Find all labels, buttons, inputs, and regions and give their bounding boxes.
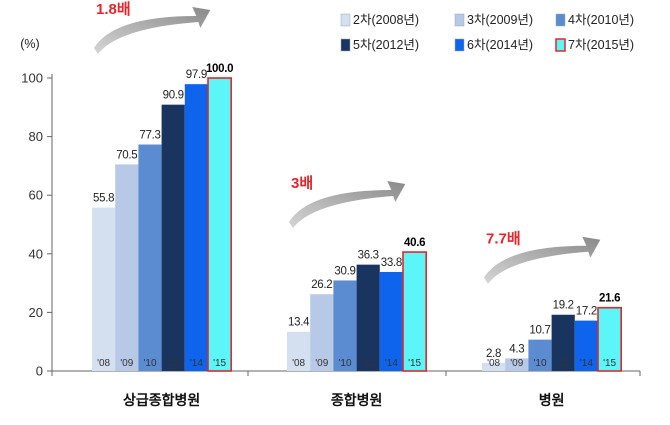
- legend-swatch-1: [454, 13, 465, 27]
- bar-0-4: [184, 84, 208, 371]
- value-label-2-2: 10.7: [529, 325, 550, 337]
- bar-0-0: [92, 207, 116, 371]
- y-tick-label-40: 40: [29, 246, 43, 261]
- value-label-2-5: 21.6: [599, 293, 620, 305]
- year-labels: '08 '09 '10 '12 '14 '15 '08 '09 '10 '12 '14 '15 '08 '…: [97, 358, 616, 369]
- y-axis-ticks: 0 20 40 60 80 100: [21, 71, 52, 379]
- y-tick-label-100: 100: [21, 71, 43, 86]
- growth-arrow-2: [484, 236, 601, 284]
- category-labels: 상급종합병원 종합병원 병원: [123, 392, 565, 408]
- value-label-2-3: 19.2: [553, 300, 574, 312]
- value-label-1-5: 40.6: [404, 237, 425, 249]
- growth-arrows: [94, 7, 601, 284]
- legend-swatch-5: [555, 38, 566, 52]
- year-label-0-5: '15: [213, 358, 226, 369]
- bar-1-5: [402, 251, 428, 372]
- bar-0-5: [207, 77, 233, 372]
- category-label-2: 병원: [539, 392, 565, 408]
- legend-swatch-0: [340, 13, 351, 27]
- category-label-1: 종합병원: [331, 392, 383, 408]
- value-label-1-2: 30.9: [334, 265, 355, 277]
- category-label-0: 상급종합병원: [123, 392, 200, 408]
- year-label-2-0: '08: [487, 358, 500, 369]
- value-label-0-2: 77.3: [139, 130, 160, 142]
- value-label-1-0: 13.4: [288, 317, 310, 329]
- value-label-1-4: 33.8: [381, 257, 402, 269]
- legend-swatch-4: [454, 38, 465, 52]
- multiplier-labels: 1.8배 3배 7.7배: [96, 1, 521, 248]
- value-label-0-4: 97.9: [186, 69, 207, 81]
- year-label-1-5: '15: [408, 358, 421, 369]
- value-label-0-5: 100.0: [206, 63, 233, 75]
- bar-1-3: [356, 264, 380, 371]
- bar-1-0: [287, 331, 311, 371]
- y-tick-label-20: 20: [29, 305, 43, 320]
- bar-2-5: [597, 306, 623, 372]
- year-label-0-2: '10: [143, 358, 156, 369]
- bar-2-3: [551, 314, 575, 371]
- legend-swatch-2: [555, 13, 566, 27]
- legend: 2차(2008년) 3차(2009년) 4차(2010년) 5차(2012년) 6차(2…: [340, 13, 634, 52]
- y-tick-label-80: 80: [29, 129, 43, 144]
- multiplier-label-1: 3배: [291, 175, 313, 192]
- year-label-1-0: '08: [292, 358, 305, 369]
- value-label-0-1: 70.5: [116, 149, 137, 161]
- y-axis-label: (%): [20, 37, 39, 51]
- year-label-1-2: '10: [338, 358, 351, 369]
- legend-label-5: 7차(2015년): [568, 38, 634, 52]
- legend-swatch-3: [340, 38, 351, 52]
- multiplier-label-2: 7.7배: [486, 231, 521, 248]
- bars: [92, 77, 623, 372]
- value-label-2-1: 4.3: [509, 343, 524, 355]
- year-label-1-3: '12: [362, 358, 375, 369]
- value-label-0-3: 90.9: [163, 90, 184, 102]
- legend-label-0: 2차(2008년): [353, 13, 419, 27]
- bar-2-4: [574, 320, 598, 371]
- legend-label-2: 4차(2010년): [568, 13, 634, 27]
- bar-2-1: [505, 358, 529, 371]
- year-label-0-4: '14: [190, 358, 203, 369]
- value-label-2-0: 2.8: [486, 348, 501, 360]
- year-label-2-5: '15: [603, 358, 616, 369]
- year-label-0-0: '08: [97, 358, 110, 369]
- year-label-2-4: '14: [580, 358, 593, 369]
- year-label-1-1: '09: [315, 358, 328, 369]
- year-label-0-1: '09: [120, 358, 133, 369]
- value-label-2-4: 17.2: [576, 306, 597, 318]
- legend-label-1: 3차(2009년): [467, 13, 533, 27]
- bar-2-0: [482, 362, 506, 371]
- year-label-2-3: '12: [557, 358, 570, 369]
- bar-0-2: [138, 144, 162, 371]
- y-tick-label-60: 60: [29, 188, 43, 203]
- year-label-2-1: '09: [510, 358, 523, 369]
- year-label-2-2: '10: [533, 358, 546, 369]
- year-label-1-4: '14: [385, 358, 398, 369]
- value-label-0-0: 55.8: [93, 193, 114, 205]
- year-label-0-3: '12: [167, 358, 180, 369]
- bar-1-4: [379, 271, 403, 371]
- y-tick-label-0: 0: [36, 364, 43, 379]
- bar-0-3: [161, 104, 185, 372]
- growth-arrow-0: [94, 7, 211, 54]
- value-label-1-1: 26.2: [311, 279, 332, 291]
- legend-label-3: 5차(2012년): [353, 38, 419, 52]
- legend-label-4: 6차(2014년): [467, 38, 533, 52]
- growth-arrow-1: [289, 181, 406, 229]
- bar-1-2: [333, 280, 357, 371]
- bar-0-1: [115, 164, 139, 371]
- value-label-1-3: 36.3: [358, 250, 379, 262]
- multiplier-label-0: 1.8배: [96, 1, 131, 18]
- bar-2-2: [528, 339, 552, 371]
- bar-1-1: [310, 294, 334, 371]
